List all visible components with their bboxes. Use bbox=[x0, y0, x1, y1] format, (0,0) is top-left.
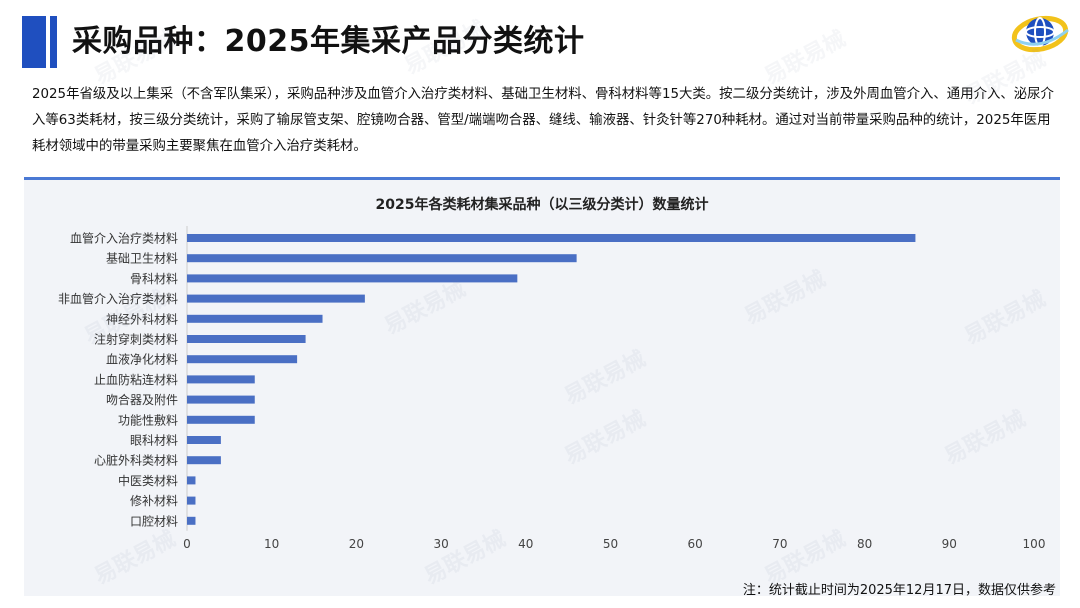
intro-paragraph: 2025年省级及以上集采（不含军队集采），采购品种涉及血管介入治疗类材料、基础卫… bbox=[32, 87, 1054, 154]
category-label: 骨科材料 bbox=[130, 272, 178, 286]
title-accent-bar-thin bbox=[50, 16, 57, 68]
footnote: 注：统计截止时间为2025年12月17日，数据仅供参考 bbox=[742, 583, 1056, 598]
bar-chart: 2025年各类耗材集采品种（以三级分类计）数量统计血管介入治疗类材料基础卫生材料… bbox=[58, 196, 1046, 551]
category-label: 基础卫生材料 bbox=[106, 252, 178, 266]
category-label: 中医类材料 bbox=[118, 473, 178, 488]
x-tick-label: 40 bbox=[518, 537, 533, 551]
bar bbox=[187, 335, 306, 343]
category-label: 心脏外科类材料 bbox=[94, 453, 178, 468]
bar bbox=[187, 314, 323, 323]
page-title: 采购品种：2025年集采产品分类统计 bbox=[72, 24, 585, 59]
x-tick-label: 20 bbox=[349, 537, 364, 551]
chart-panel: 2025年各类耗材集采品种（以三级分类计）数量统计血管介入治疗类材料基础卫生材料… bbox=[24, 180, 1060, 596]
bar bbox=[187, 294, 365, 303]
x-tick-label: 60 bbox=[688, 537, 703, 551]
x-tick-label: 100 bbox=[1023, 537, 1046, 551]
bar bbox=[187, 456, 221, 465]
category-label: 止血防粘连材料 bbox=[94, 372, 178, 387]
category-label: 血管介入治疗类材料 bbox=[70, 231, 178, 246]
category-label: 功能性敷料 bbox=[118, 412, 178, 427]
x-tick-label: 80 bbox=[857, 537, 872, 551]
category-label: 神经外科材料 bbox=[106, 312, 178, 326]
category-label: 修补材料 bbox=[130, 493, 178, 508]
title-accent-bars bbox=[22, 16, 57, 68]
category-label: 口腔材料 bbox=[130, 513, 178, 528]
bar bbox=[187, 436, 221, 444]
category-label: 眼科材料 bbox=[130, 434, 178, 448]
x-tick-label: 0 bbox=[183, 537, 191, 551]
bar bbox=[187, 355, 298, 364]
x-tick-label: 90 bbox=[942, 537, 957, 551]
bar bbox=[187, 476, 196, 485]
bar bbox=[187, 516, 196, 525]
category-label: 吻合器及附件 bbox=[106, 392, 178, 407]
title-accent-bar-wide bbox=[22, 16, 46, 68]
chart-title: 2025年各类耗材集采品种（以三级分类计）数量统计 bbox=[376, 196, 709, 213]
category-label: 注射穿刺类材料 bbox=[94, 332, 178, 347]
x-tick-label: 50 bbox=[603, 537, 618, 551]
x-tick-label: 30 bbox=[433, 537, 448, 551]
category-label: 血液净化材料 bbox=[106, 352, 178, 367]
x-tick-label: 10 bbox=[264, 537, 279, 551]
section-divider bbox=[24, 177, 1060, 180]
watermark-text: 易联易械 bbox=[760, 26, 850, 90]
category-label: 非血管介入治疗类材料 bbox=[58, 291, 178, 306]
bar bbox=[187, 375, 255, 384]
bar bbox=[187, 395, 255, 404]
bar bbox=[187, 415, 255, 424]
bar bbox=[187, 254, 577, 263]
bar bbox=[187, 234, 916, 242]
bar bbox=[187, 274, 518, 283]
bar bbox=[187, 496, 196, 505]
x-tick-label: 70 bbox=[772, 537, 787, 551]
globe-ring-logo-icon bbox=[1011, 15, 1069, 53]
